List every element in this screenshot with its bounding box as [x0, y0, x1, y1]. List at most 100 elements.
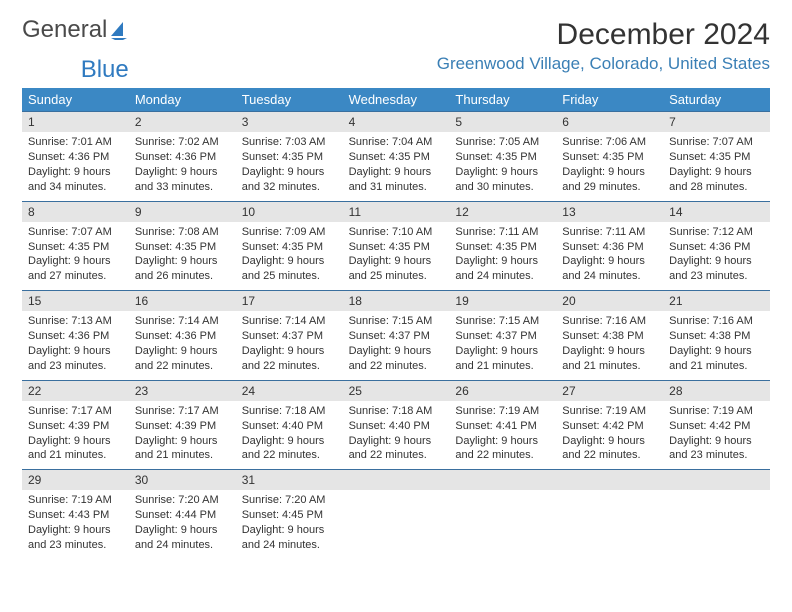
- day-info: Sunrise: 7:15 AMSunset: 4:37 PMDaylight:…: [449, 311, 556, 379]
- sunset-text: Sunset: 4:37 PM: [242, 329, 337, 344]
- sunset-text: Sunset: 4:35 PM: [562, 150, 657, 165]
- day-number: 11: [343, 202, 450, 222]
- daylight-text: Daylight: 9 hours: [669, 434, 764, 449]
- day-number: 1: [22, 112, 129, 132]
- month-title: December 2024: [437, 18, 770, 52]
- daylight-text: and 24 minutes.: [562, 269, 657, 284]
- daylight-text: Daylight: 9 hours: [28, 523, 123, 538]
- day-number: 19: [449, 291, 556, 311]
- sunset-text: Sunset: 4:36 PM: [562, 240, 657, 255]
- day-number: 14: [663, 202, 770, 222]
- sunrise-text: Sunrise: 7:11 AM: [455, 225, 550, 240]
- sunset-text: Sunset: 4:40 PM: [242, 419, 337, 434]
- day-number: 26: [449, 381, 556, 401]
- sunset-text: Sunset: 4:35 PM: [135, 240, 230, 255]
- day-number: 9: [129, 202, 236, 222]
- sunset-text: Sunset: 4:36 PM: [135, 150, 230, 165]
- sunset-text: Sunset: 4:41 PM: [455, 419, 550, 434]
- calendar-day-cell: 27Sunrise: 7:19 AMSunset: 4:42 PMDayligh…: [556, 380, 663, 470]
- calendar-day-cell: 9Sunrise: 7:08 AMSunset: 4:35 PMDaylight…: [129, 201, 236, 291]
- day-number: 5: [449, 112, 556, 132]
- sunset-text: Sunset: 4:36 PM: [669, 240, 764, 255]
- day-info: Sunrise: 7:16 AMSunset: 4:38 PMDaylight:…: [556, 311, 663, 379]
- daylight-text: and 23 minutes.: [669, 448, 764, 463]
- daylight-text: and 28 minutes.: [669, 180, 764, 195]
- day-info: Sunrise: 7:19 AMSunset: 4:42 PMDaylight:…: [556, 401, 663, 469]
- calendar-day-cell: 10Sunrise: 7:09 AMSunset: 4:35 PMDayligh…: [236, 201, 343, 291]
- sunset-text: Sunset: 4:35 PM: [242, 150, 337, 165]
- daylight-text: Daylight: 9 hours: [455, 434, 550, 449]
- sunset-text: Sunset: 4:35 PM: [28, 240, 123, 255]
- calendar-day-cell: 8Sunrise: 7:07 AMSunset: 4:35 PMDaylight…: [22, 201, 129, 291]
- sunrise-text: Sunrise: 7:02 AM: [135, 135, 230, 150]
- calendar-empty-cell: [343, 469, 450, 559]
- daylight-text: and 22 minutes.: [242, 359, 337, 374]
- calendar-day-cell: 16Sunrise: 7:14 AMSunset: 4:36 PMDayligh…: [129, 290, 236, 380]
- daylight-text: Daylight: 9 hours: [135, 165, 230, 180]
- daylight-text: and 26 minutes.: [135, 269, 230, 284]
- daylight-text: Daylight: 9 hours: [28, 254, 123, 269]
- day-info: Sunrise: 7:14 AMSunset: 4:37 PMDaylight:…: [236, 311, 343, 379]
- daylight-text: and 21 minutes.: [669, 359, 764, 374]
- sunrise-text: Sunrise: 7:16 AM: [669, 314, 764, 329]
- weekday-header: Tuesday: [236, 88, 343, 111]
- sunrise-text: Sunrise: 7:16 AM: [562, 314, 657, 329]
- day-info: Sunrise: 7:17 AMSunset: 4:39 PMDaylight:…: [22, 401, 129, 469]
- daylight-text: and 34 minutes.: [28, 180, 123, 195]
- daylight-text: Daylight: 9 hours: [242, 165, 337, 180]
- sunset-text: Sunset: 4:35 PM: [349, 240, 444, 255]
- sunrise-text: Sunrise: 7:17 AM: [135, 404, 230, 419]
- daylight-text: and 22 minutes.: [349, 359, 444, 374]
- sunset-text: Sunset: 4:40 PM: [349, 419, 444, 434]
- sunrise-text: Sunrise: 7:18 AM: [242, 404, 337, 419]
- daylight-text: Daylight: 9 hours: [349, 434, 444, 449]
- daylight-text: Daylight: 9 hours: [455, 254, 550, 269]
- sunset-text: Sunset: 4:43 PM: [28, 508, 123, 523]
- sunset-text: Sunset: 4:36 PM: [135, 329, 230, 344]
- sunset-text: Sunset: 4:36 PM: [28, 150, 123, 165]
- daylight-text: Daylight: 9 hours: [562, 344, 657, 359]
- daylight-text: Daylight: 9 hours: [349, 165, 444, 180]
- day-number: 31: [236, 470, 343, 490]
- day-number: 22: [22, 381, 129, 401]
- day-info: Sunrise: 7:13 AMSunset: 4:36 PMDaylight:…: [22, 311, 129, 379]
- day-number: 15: [22, 291, 129, 311]
- weekday-header: Saturday: [663, 88, 770, 111]
- calendar-day-cell: 7Sunrise: 7:07 AMSunset: 4:35 PMDaylight…: [663, 111, 770, 201]
- sunset-text: Sunset: 4:35 PM: [242, 240, 337, 255]
- day-info: Sunrise: 7:15 AMSunset: 4:37 PMDaylight:…: [343, 311, 450, 379]
- day-info: Sunrise: 7:18 AMSunset: 4:40 PMDaylight:…: [343, 401, 450, 469]
- daylight-text: Daylight: 9 hours: [28, 165, 123, 180]
- sunrise-text: Sunrise: 7:09 AM: [242, 225, 337, 240]
- calendar-day-cell: 24Sunrise: 7:18 AMSunset: 4:40 PMDayligh…: [236, 380, 343, 470]
- sunrise-text: Sunrise: 7:19 AM: [669, 404, 764, 419]
- sunrise-text: Sunrise: 7:01 AM: [28, 135, 123, 150]
- daylight-text: and 23 minutes.: [669, 269, 764, 284]
- daylight-text: Daylight: 9 hours: [455, 165, 550, 180]
- daylight-text: Daylight: 9 hours: [28, 434, 123, 449]
- day-info: Sunrise: 7:01 AMSunset: 4:36 PMDaylight:…: [22, 132, 129, 200]
- day-number: 6: [556, 112, 663, 132]
- daylight-text: Daylight: 9 hours: [135, 523, 230, 538]
- day-info: Sunrise: 7:02 AMSunset: 4:36 PMDaylight:…: [129, 132, 236, 200]
- daylight-text: and 22 minutes.: [455, 448, 550, 463]
- calendar-day-cell: 14Sunrise: 7:12 AMSunset: 4:36 PMDayligh…: [663, 201, 770, 291]
- day-info: Sunrise: 7:10 AMSunset: 4:35 PMDaylight:…: [343, 222, 450, 290]
- day-info: Sunrise: 7:19 AMSunset: 4:43 PMDaylight:…: [22, 490, 129, 558]
- day-number: 18: [343, 291, 450, 311]
- logo: General: [22, 18, 129, 42]
- calendar-day-cell: 11Sunrise: 7:10 AMSunset: 4:35 PMDayligh…: [343, 201, 450, 291]
- sunrise-text: Sunrise: 7:18 AM: [349, 404, 444, 419]
- calendar-empty-cell: [663, 469, 770, 559]
- sunrise-text: Sunrise: 7:19 AM: [28, 493, 123, 508]
- day-number: 30: [129, 470, 236, 490]
- daylight-text: and 27 minutes.: [28, 269, 123, 284]
- day-info: Sunrise: 7:19 AMSunset: 4:42 PMDaylight:…: [663, 401, 770, 469]
- daylight-text: and 32 minutes.: [242, 180, 337, 195]
- day-info: Sunrise: 7:16 AMSunset: 4:38 PMDaylight:…: [663, 311, 770, 379]
- daylight-text: Daylight: 9 hours: [562, 165, 657, 180]
- sunrise-text: Sunrise: 7:15 AM: [349, 314, 444, 329]
- sunrise-text: Sunrise: 7:10 AM: [349, 225, 444, 240]
- calendar-day-cell: 1Sunrise: 7:01 AMSunset: 4:36 PMDaylight…: [22, 111, 129, 201]
- calendar-day-cell: 26Sunrise: 7:19 AMSunset: 4:41 PMDayligh…: [449, 380, 556, 470]
